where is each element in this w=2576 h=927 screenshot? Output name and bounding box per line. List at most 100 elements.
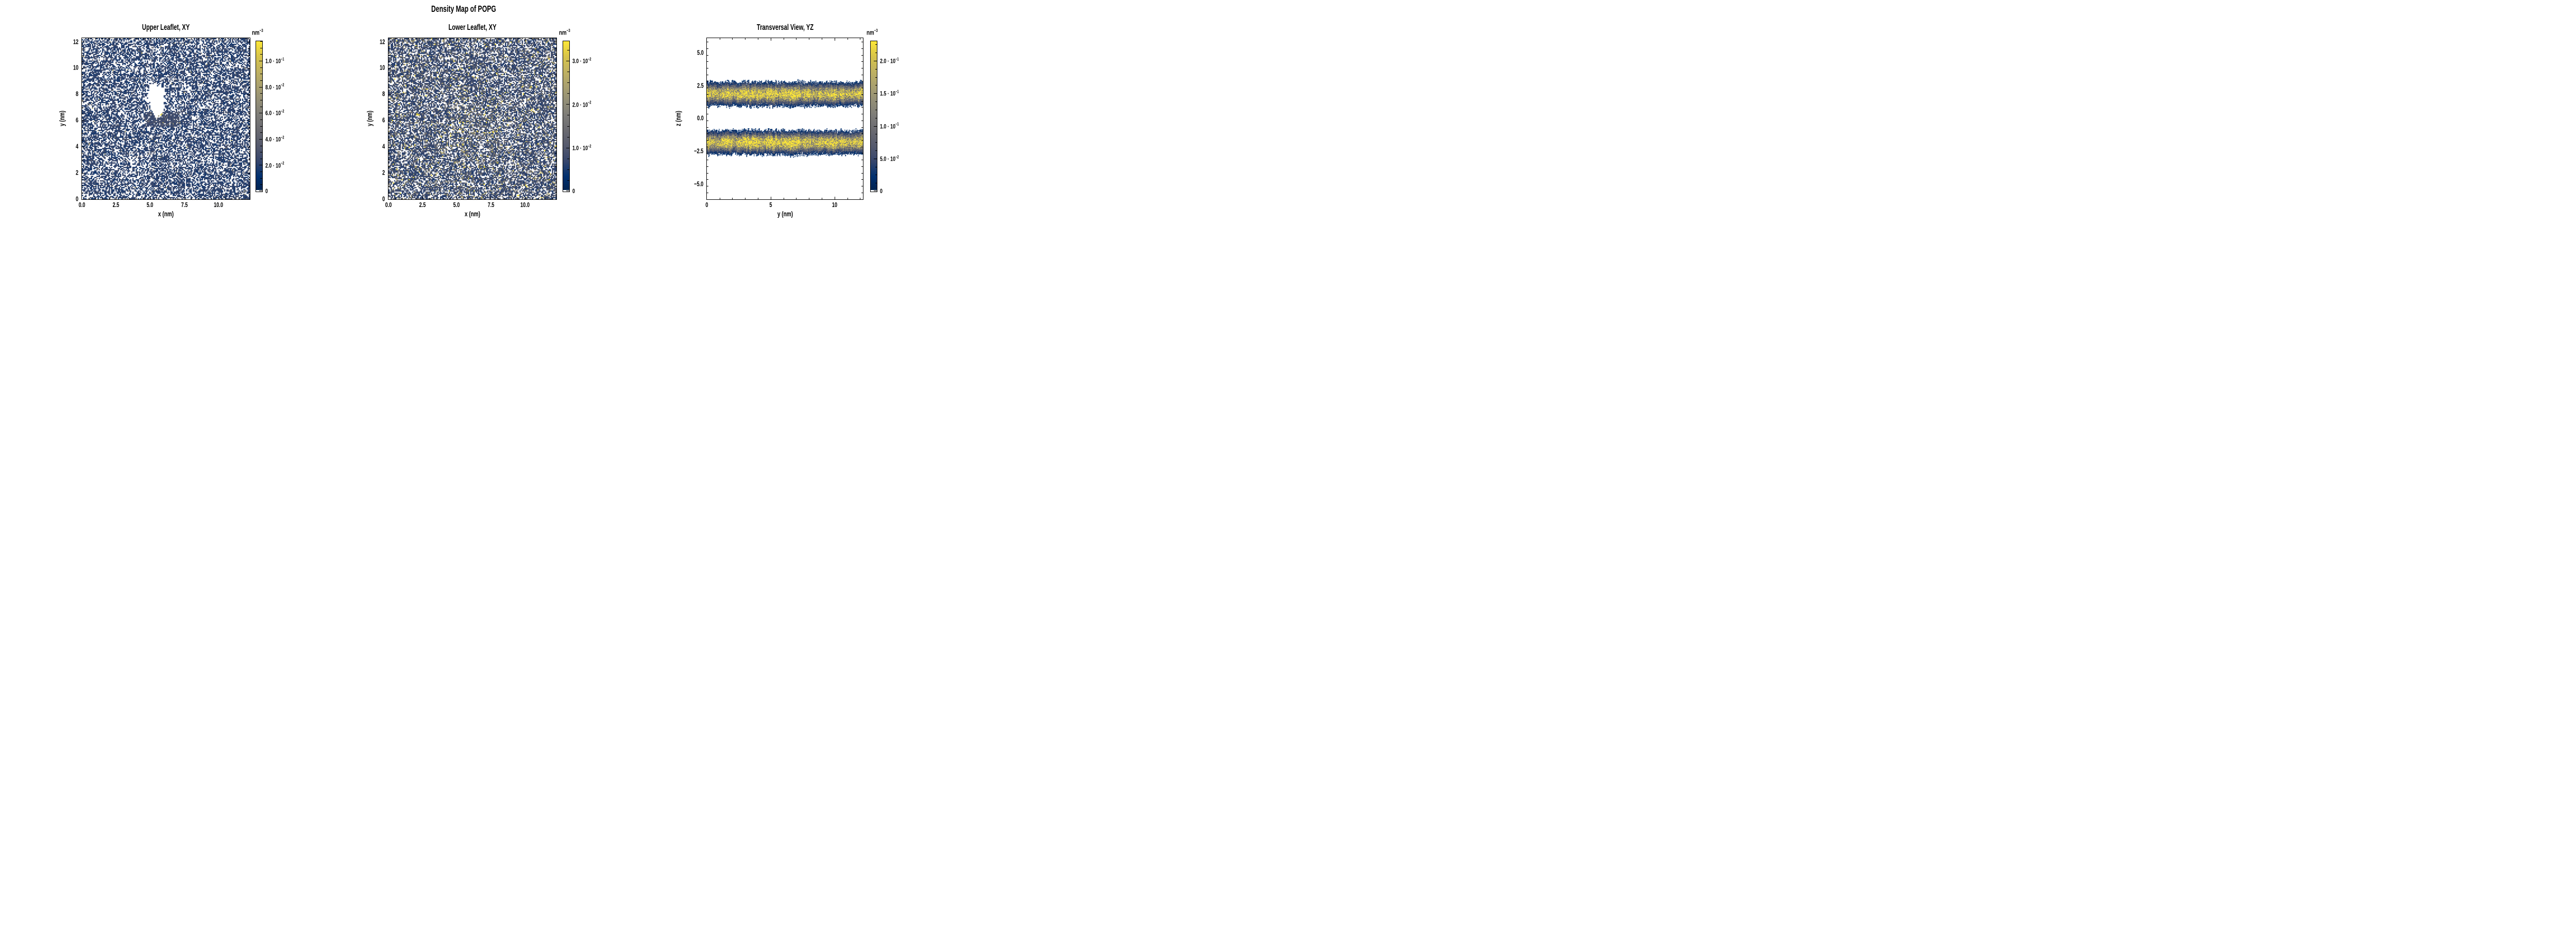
colorbar-tick-label: 0 <box>572 187 575 195</box>
axis-tick <box>81 166 83 167</box>
axis-tick <box>388 61 390 62</box>
axis-tick <box>95 198 96 200</box>
axis-tick <box>247 94 250 95</box>
colorbar-tick-label: 1.0 · 10−1 <box>265 57 284 65</box>
axis-tick <box>81 94 84 95</box>
axis-tick <box>861 61 863 62</box>
x-tick-label: 0.0 <box>385 201 392 209</box>
axis-tick <box>706 133 708 134</box>
axis-tick <box>555 127 557 128</box>
figure: Density Map of POPG Upper Leaflet, XY x … <box>0 0 927 232</box>
heatmap-canvas-lower-leaflet <box>388 38 557 200</box>
colorbar-lower-leaflet <box>562 41 570 192</box>
colorbar-unit-label: nm−3 <box>867 27 878 37</box>
colorbar-tick <box>260 54 262 55</box>
axis-tick <box>706 166 708 167</box>
colorbar-tick <box>566 104 569 105</box>
axis-tick <box>861 94 863 95</box>
axis-tick <box>225 38 226 40</box>
axis-tick <box>102 198 103 200</box>
x-tick-label: 10.0 <box>520 201 530 209</box>
axis-tick <box>143 198 144 200</box>
axis-tick <box>555 166 557 167</box>
x-tick-label: 7.5 <box>181 201 188 209</box>
axis-tick <box>861 107 863 108</box>
axis-tick <box>81 179 83 180</box>
colorbar-tick <box>260 41 262 42</box>
colorbar-tick <box>875 77 877 78</box>
axis-tick <box>706 94 708 95</box>
y-tick-label: 0 <box>76 195 79 203</box>
colorbar-tick-label: 3.0 · 10−2 <box>572 57 591 65</box>
axis-tick <box>524 196 526 200</box>
axis-tick <box>388 166 390 167</box>
axis-tick <box>248 55 250 56</box>
colorbar-tick <box>260 171 262 173</box>
y-tick-label: 0 <box>382 195 385 203</box>
x-axis-label-lower-leaflet: x (nm) <box>464 210 481 218</box>
axis-tick <box>191 38 192 40</box>
axis-tick <box>443 38 444 40</box>
axis-tick <box>463 198 464 200</box>
axis-tick <box>706 127 708 128</box>
axis-tick <box>422 196 423 200</box>
x-tick-label: 0 <box>705 201 708 209</box>
axis-tick <box>490 38 492 41</box>
x-tick-label: 5.0 <box>146 201 154 209</box>
colorbar-tick-label: 2.0 · 10−1 <box>880 57 899 65</box>
colorbar-tick <box>260 67 262 68</box>
axis-tick <box>81 127 83 128</box>
axis-tick <box>555 133 557 134</box>
y-tick-label: 2 <box>76 168 79 177</box>
colorbar-tick-label: 0 <box>880 187 883 195</box>
axis-tick <box>129 38 130 40</box>
axis-tick <box>81 55 83 56</box>
axis-tick <box>191 198 192 200</box>
axis-tick <box>538 38 539 40</box>
axis-tick <box>552 38 553 40</box>
colorbar-tick <box>875 101 877 102</box>
heatmap-canvas-transversal <box>706 38 863 200</box>
axis-tick <box>388 127 390 128</box>
axis-tick <box>706 48 708 49</box>
colorbar-tick <box>260 80 262 81</box>
axis-tick <box>81 48 83 49</box>
colorbar-tick <box>875 142 877 143</box>
panel-title-transversal: Transversal View, YZ <box>756 23 814 32</box>
axis-tick <box>538 198 539 200</box>
axis-tick <box>429 198 430 200</box>
axis-tick <box>395 198 396 200</box>
axis-tick <box>861 55 863 56</box>
axis-tick <box>248 166 250 167</box>
axis-tick <box>706 55 708 56</box>
axis-tick <box>555 107 557 108</box>
axis-tick <box>248 48 250 49</box>
axis-tick <box>395 38 396 40</box>
axis-tick <box>211 198 212 200</box>
colorbar-tick <box>260 93 262 94</box>
axis-tick <box>102 38 103 40</box>
panel-title-lower-leaflet: Lower Leaflet, XY <box>448 23 497 32</box>
axis-tick <box>511 198 512 200</box>
colorbar-tick-label: 5.0 · 10−2 <box>880 154 899 163</box>
axis-tick <box>524 38 526 41</box>
colorbar-tick-label: 2.0 · 10−2 <box>265 161 284 169</box>
axis-tick <box>861 133 863 134</box>
heatmap-plot-transversal <box>706 37 864 200</box>
y-tick-label: 8 <box>382 90 385 98</box>
colorbar-tick <box>260 119 262 120</box>
x-tick-label: 10 <box>832 201 838 209</box>
axis-tick <box>555 179 557 180</box>
axis-tick <box>248 107 250 108</box>
axis-tick <box>861 179 863 180</box>
axis-tick <box>861 48 863 49</box>
colorbar-tick <box>567 136 569 138</box>
y-tick-label: 4 <box>76 142 79 150</box>
axis-tick <box>706 179 708 180</box>
y-axis-label-lower-leaflet: y (nm) <box>365 111 374 127</box>
axis-tick <box>81 107 83 108</box>
axis-tick <box>545 198 546 200</box>
axis-tick <box>861 166 863 167</box>
axis-tick <box>504 198 505 200</box>
colorbar-tick-label: 1.0 · 10−2 <box>572 143 591 152</box>
